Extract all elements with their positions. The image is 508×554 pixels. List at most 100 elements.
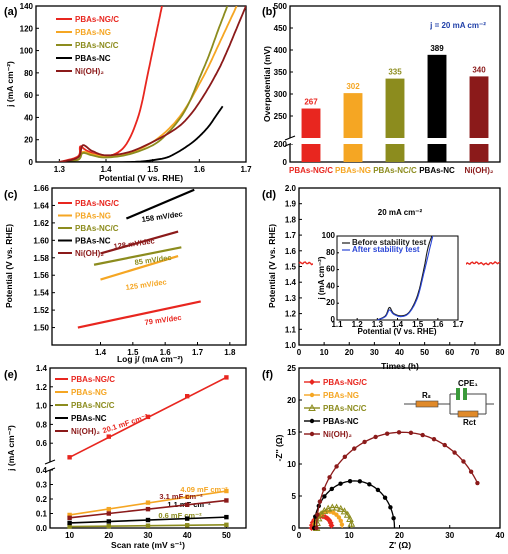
legend-label: PBAs-NC [323,417,359,426]
data-point-Ni(OH)₂ [106,511,111,516]
legend-label: PBAs-NC/C [71,401,115,410]
x-tick-label: 20 [104,531,113,540]
x-axis-label: Z' (Ω) [389,540,411,550]
x-tick-label: 10 [345,531,354,540]
bar-PBAs-NC [427,54,447,163]
legend-label: Ni(OH)₂ [71,427,100,436]
tafel-line-Ni(OH)₂ [100,230,179,255]
data-point-PBAs-NC [145,517,151,523]
panel-b: 0 200 250 300 350 400 450 500 267 PBAs-NG/C 302 PBA… [262,2,501,175]
y-axis-label: -Z'' (Ω) [274,434,284,461]
y-tick-label: 2.0 [285,184,297,193]
series-line-PBAs-NC/C [59,6,229,162]
data-point-PBAs-NC [67,520,72,526]
x-tick-label: 1.3 [54,165,66,174]
x-tick-label: Ni(OH)₂ [465,166,494,175]
axis-break-gap [286,138,294,144]
x-axis-label: Log j/ (mA cm⁻²) [117,354,183,364]
equivalent-circuit: Rₛ CPE₁ Rct [404,379,494,427]
nyquist-point-Ni(OH)₂ [408,430,414,435]
legend-label: PBAs-NG/C [75,199,119,208]
legend-label: PBAs-NG [75,212,111,221]
x-tick-label: 70 [470,348,479,357]
inset-x-tick-label: 1.1 [331,320,343,329]
data-point-PBAs-NG [67,512,72,518]
y-tick-label: 1.54 [33,289,49,298]
legend-label: PBAs-NG [71,388,107,397]
nyquist-point-PBAs-NC [382,495,388,500]
nyquist-point-PBAs-NC [388,505,393,510]
tafel-slope-label: 79 mV/dec [144,313,182,327]
y-tick-label: 60 [24,91,33,100]
nyquist-point-Ni(OH)₂ [452,450,457,455]
axis-break-mark [44,459,56,465]
y-tick-label: 140 [20,2,34,11]
nyquist-point-Ni(OH)₂ [352,446,357,451]
legend-label: Ni(OH)₂ [75,249,104,258]
nyquist-point-PBAs-NC/C [346,514,354,522]
y-tick-label: 1.8 [285,215,297,224]
y-tick-label: 0 [283,158,288,167]
data-point-PBAs-NC/C [145,523,151,528]
bar-PBAs-NG/C [301,108,321,162]
capacitance-label: 3.1 mF cm⁻² [159,492,203,501]
y-tick-label: 40 [24,113,33,122]
axis-break-gap [46,462,54,470]
x-tick-label: 1.5 [127,348,139,357]
nyquist-point-PBAs-NC [375,487,381,493]
data-label: 335 [388,68,402,77]
x-tick-label: 50 [222,531,231,540]
legend-marker [309,392,315,398]
y-tick-label: 1.2 [36,383,48,392]
series-line-PBAs-NG/C [59,6,163,162]
x-tick-label: 20 [395,531,404,540]
y-tick-label: 20 [287,396,296,405]
legend-label: PBAs-NG/C [71,375,115,384]
y-axis-label: Overpotential (mV) [262,46,272,122]
data-point-PBAs-NC [224,514,229,520]
bar-Ni(OH)₂ [469,76,489,162]
nyquist-point-Ni(OH)₂ [373,434,378,440]
y-tick-label: 300 [274,90,288,99]
nyquist-point-PBAs-NC/C [336,504,345,512]
y-tick-label: 80 [24,69,33,78]
panel-a: 0 20 40 60 80 100 120 140 1.3 1.4 1.5 1.6 1.7 Potenti… [4,2,252,183]
data-point-Ni(OH)₂ [185,502,190,507]
series-line-PBAs-NC [59,105,224,162]
y-tick-label: 200 [274,140,288,149]
nyquist-point-PBAs-NC/C [332,503,341,511]
circuit-label-rct: Rct [463,418,476,427]
nyquist-point-Ni(OH)₂ [431,437,437,442]
y-axis-label: Potential (V vs. RHE) [4,224,14,308]
panel-label: (d) [262,189,276,201]
nyquist-point-PBAs-NG [338,518,343,523]
data-point-PBAs-NC [106,519,111,524]
nyquist-point-PBAs-NC [391,516,396,521]
legend-marker [309,379,315,385]
x-tick-label: 0 [297,531,302,540]
x-tick-label: 30 [370,348,379,357]
nyquist-point-Ni(OH)₂ [314,525,319,531]
y-axis-label: j (mA cm⁻²) [5,61,15,108]
x-axis-label: Scan rate (mV s⁻¹) [111,540,185,550]
nyquist-point-PBAs-NC [338,481,343,486]
inset-x-axis-label: Potential (V vs. RHE) [357,327,436,336]
panel-c: 1.50 1.52 1.54 1.56 1.58 1.60 1.62 1.64 1.66 1.4 1… [4,184,247,364]
axis-break-mark [284,135,296,141]
panel-label: (c) [4,189,18,201]
inset-y-tick-label: 20 [326,298,335,307]
nyquist-point-Ni(OH)₂ [334,464,339,469]
nyquist-point-PBAs-NC [322,494,327,499]
y-tick-label: 1.62 [33,219,49,228]
x-tick-label: 1.6 [194,165,206,174]
nyquist-point-Ni(OH)₂ [342,454,348,460]
nyquist-fit-PBAs-NC [313,480,396,529]
data-label: 267 [304,98,318,107]
data-point-PBAs-NC/C [67,524,72,529]
panel-label: (e) [4,369,18,381]
inset-x-tick-label: 1.6 [432,320,444,329]
x-tick-label: PBAs-NC/C [373,166,417,175]
nyquist-point-Ni(OH)₂ [315,512,320,517]
x-tick-label: 1.7 [192,348,204,357]
x-tick-label: 1.6 [160,348,172,357]
